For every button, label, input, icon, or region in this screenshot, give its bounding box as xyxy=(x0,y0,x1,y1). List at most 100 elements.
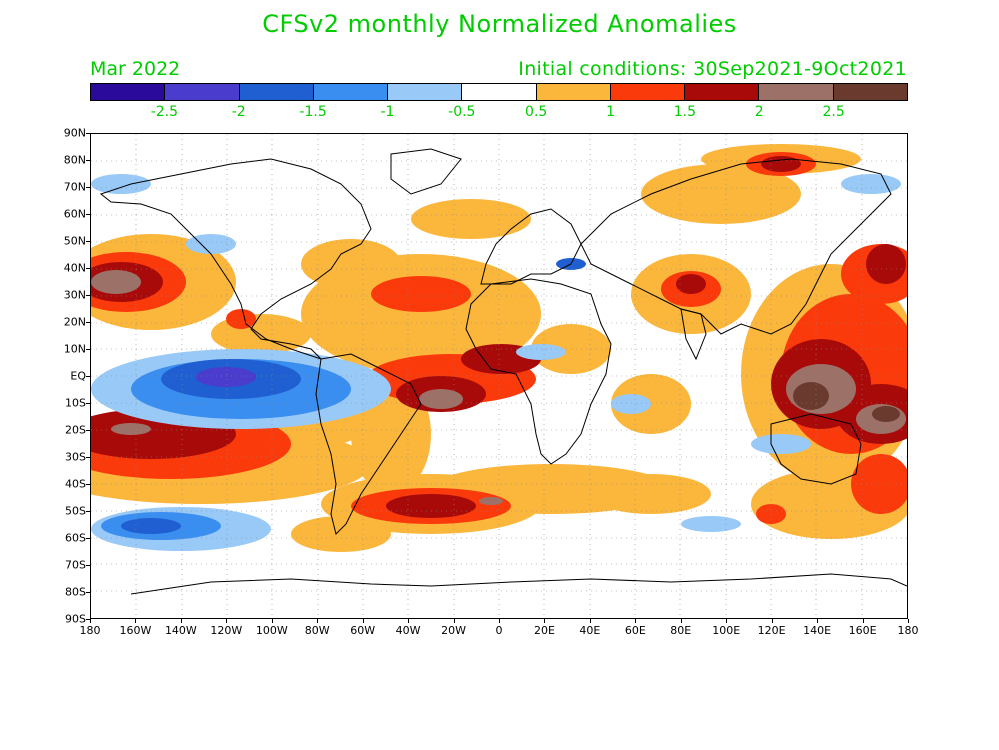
lon-tick xyxy=(499,619,500,623)
lon-label: 180 xyxy=(79,624,101,637)
lat-label: 90S xyxy=(65,612,86,626)
lat-tick xyxy=(86,565,90,566)
lat-label: 80N xyxy=(63,153,86,167)
chart-title: CFSv2 monthly Normalized Anomalies xyxy=(262,10,737,38)
lat-tick xyxy=(86,322,90,323)
lon-label: 120E xyxy=(757,624,786,637)
valid-month: Mar 2022 xyxy=(90,58,181,80)
colorbar-label: 1 xyxy=(606,104,615,120)
colorbar-label: -2.5 xyxy=(150,104,179,120)
grid-lines xyxy=(91,134,907,618)
colorbar-segment xyxy=(388,84,463,100)
colorbar-label: -2 xyxy=(231,104,246,120)
colorbar-segment xyxy=(239,84,314,100)
lat-tick xyxy=(86,403,90,404)
lon-label: 160E xyxy=(848,624,877,637)
lon-tick xyxy=(908,619,909,623)
lat-label: 60N xyxy=(63,207,86,221)
lat-label: 10N xyxy=(63,342,86,356)
lat-tick xyxy=(86,160,90,161)
map-svg xyxy=(91,134,907,618)
colorbar-segment xyxy=(610,84,686,100)
colorbar-label: 2 xyxy=(754,104,764,120)
lon-label: 80W xyxy=(304,624,330,637)
lon-tick xyxy=(589,619,591,623)
colorbar-segment xyxy=(759,84,834,100)
lon-tick xyxy=(453,619,455,623)
initial-conditions: Initial conditions: 30Sep2021-9Oct2021 xyxy=(518,58,907,80)
lat-tick xyxy=(86,592,90,593)
lon-label: 120W xyxy=(210,624,243,637)
lon-label: 0 xyxy=(495,624,503,637)
lon-label: 100E xyxy=(712,624,741,637)
lon-tick xyxy=(180,619,182,623)
lat-label: 20S xyxy=(65,423,86,437)
lat-label: 70N xyxy=(63,180,86,194)
lon-label: 20E xyxy=(533,624,555,637)
colorbar-segment xyxy=(462,84,537,100)
lon-tick xyxy=(226,619,228,623)
lat-label: 60S xyxy=(65,531,86,545)
lat-label: 40S xyxy=(65,477,86,491)
lat-label: 70S xyxy=(65,558,86,572)
lon-tick xyxy=(544,619,546,623)
lat-tick xyxy=(86,511,90,512)
lat-label: 80S xyxy=(65,585,86,599)
lon-label: 40E xyxy=(579,624,601,637)
lat-tick xyxy=(86,268,90,269)
lat-tick xyxy=(86,376,90,377)
lon-label: 160W xyxy=(119,624,152,637)
lat-tick xyxy=(86,430,90,431)
lat-tick xyxy=(86,619,90,620)
lat-tick xyxy=(86,133,90,134)
lon-label: 60W xyxy=(350,624,376,637)
lon-label: 60E xyxy=(624,624,646,637)
lat-label: 20N xyxy=(63,315,86,329)
colorbar-segment xyxy=(536,84,611,100)
lon-label: 80E xyxy=(670,624,692,637)
lon-tick xyxy=(862,619,864,623)
lon-label: 100W xyxy=(255,624,288,637)
colorbar-label: -1 xyxy=(380,104,395,120)
lon-tick xyxy=(362,619,364,623)
lat-label: 40N xyxy=(63,261,86,275)
colorbar-label: 2.5 xyxy=(822,104,845,120)
coastlines xyxy=(99,148,907,595)
lat-tick xyxy=(86,241,90,242)
lon-tick xyxy=(317,619,319,623)
lon-label: 180 xyxy=(897,624,919,637)
colorbar-label: -0.5 xyxy=(448,104,476,120)
lat-tick xyxy=(86,484,90,485)
lat-tick xyxy=(86,457,90,458)
colorbar xyxy=(90,83,908,101)
lat-label: 10S xyxy=(65,396,86,410)
lon-tick xyxy=(408,619,410,623)
anomaly-field xyxy=(91,144,907,552)
lon-tick xyxy=(817,619,819,623)
lon-tick xyxy=(680,619,682,623)
colorbar-segment xyxy=(165,84,240,100)
lon-label: 140W xyxy=(164,624,197,637)
lon-tick xyxy=(90,619,91,623)
lon-tick xyxy=(135,619,137,623)
lon-label: 20W xyxy=(441,624,466,637)
lon-label: 140E xyxy=(803,624,832,637)
colorbar-segment xyxy=(313,84,389,100)
colorbar-segment xyxy=(91,84,166,100)
lat-label: 50N xyxy=(63,234,86,248)
lat-tick xyxy=(86,187,90,188)
lat-label: 50S xyxy=(65,504,86,518)
colorbar-label: -1.5 xyxy=(299,104,327,120)
lon-tick xyxy=(271,619,273,623)
lon-tick xyxy=(771,619,773,623)
colorbar-label: 0.5 xyxy=(525,104,548,120)
lat-label: 30S xyxy=(65,450,86,464)
lat-label: 90N xyxy=(63,126,86,140)
lat-tick xyxy=(86,538,90,539)
colorbar-segment xyxy=(685,84,760,100)
lat-tick xyxy=(86,349,90,350)
colorbar-segment xyxy=(833,84,907,100)
lat-label: 30N xyxy=(63,288,86,302)
lat-label: EQ xyxy=(70,369,86,383)
lon-label: 40W xyxy=(395,624,421,637)
